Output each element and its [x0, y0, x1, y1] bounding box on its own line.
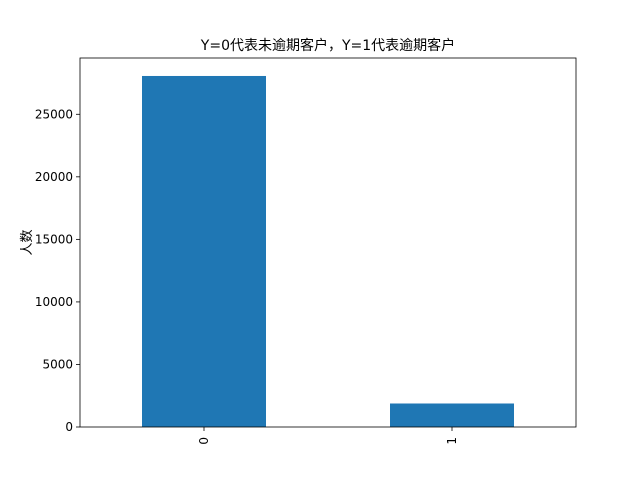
plot-frame	[79, 57, 577, 428]
y-axis-ticks: 0 5000 10000 15000 20000 25000	[35, 107, 80, 434]
bar-1	[390, 403, 514, 427]
y-tick-label-0: 0	[65, 420, 73, 434]
y-tick-label-25000: 25000	[35, 107, 73, 121]
y-tick-label-5000: 5000	[42, 357, 73, 371]
bar-0	[142, 75, 266, 428]
x-tick-label-0: 0	[197, 437, 211, 445]
y-axis-title: 人数	[20, 229, 35, 255]
x-tick-label-1: 1	[445, 437, 459, 445]
bars-group	[142, 75, 514, 428]
y-tick-label-20000: 20000	[35, 170, 73, 184]
chart-title: Y=0代表未逾期客户，Y=1代表逾期客户	[200, 37, 455, 54]
y-tick-label-10000: 10000	[35, 295, 73, 309]
y-tick-label-15000: 15000	[35, 232, 73, 246]
